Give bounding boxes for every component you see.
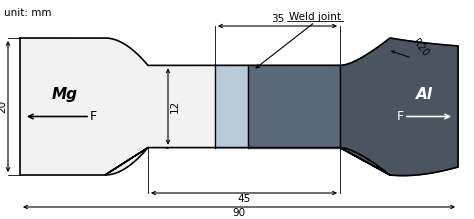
Polygon shape bbox=[340, 38, 458, 176]
Text: 12: 12 bbox=[170, 100, 180, 113]
Text: F: F bbox=[397, 110, 404, 123]
Text: Al: Al bbox=[416, 87, 432, 102]
Text: Mg: Mg bbox=[52, 87, 78, 102]
Text: unit: mm: unit: mm bbox=[4, 8, 52, 18]
Polygon shape bbox=[20, 38, 215, 175]
Text: 35: 35 bbox=[271, 14, 284, 24]
Text: 20: 20 bbox=[0, 100, 7, 113]
Text: 90: 90 bbox=[232, 208, 246, 218]
Text: F: F bbox=[90, 110, 97, 123]
Text: Weld joint: Weld joint bbox=[289, 12, 341, 22]
Text: 45: 45 bbox=[237, 194, 251, 204]
Polygon shape bbox=[248, 65, 340, 148]
Polygon shape bbox=[215, 65, 248, 148]
Text: R20: R20 bbox=[410, 37, 430, 59]
